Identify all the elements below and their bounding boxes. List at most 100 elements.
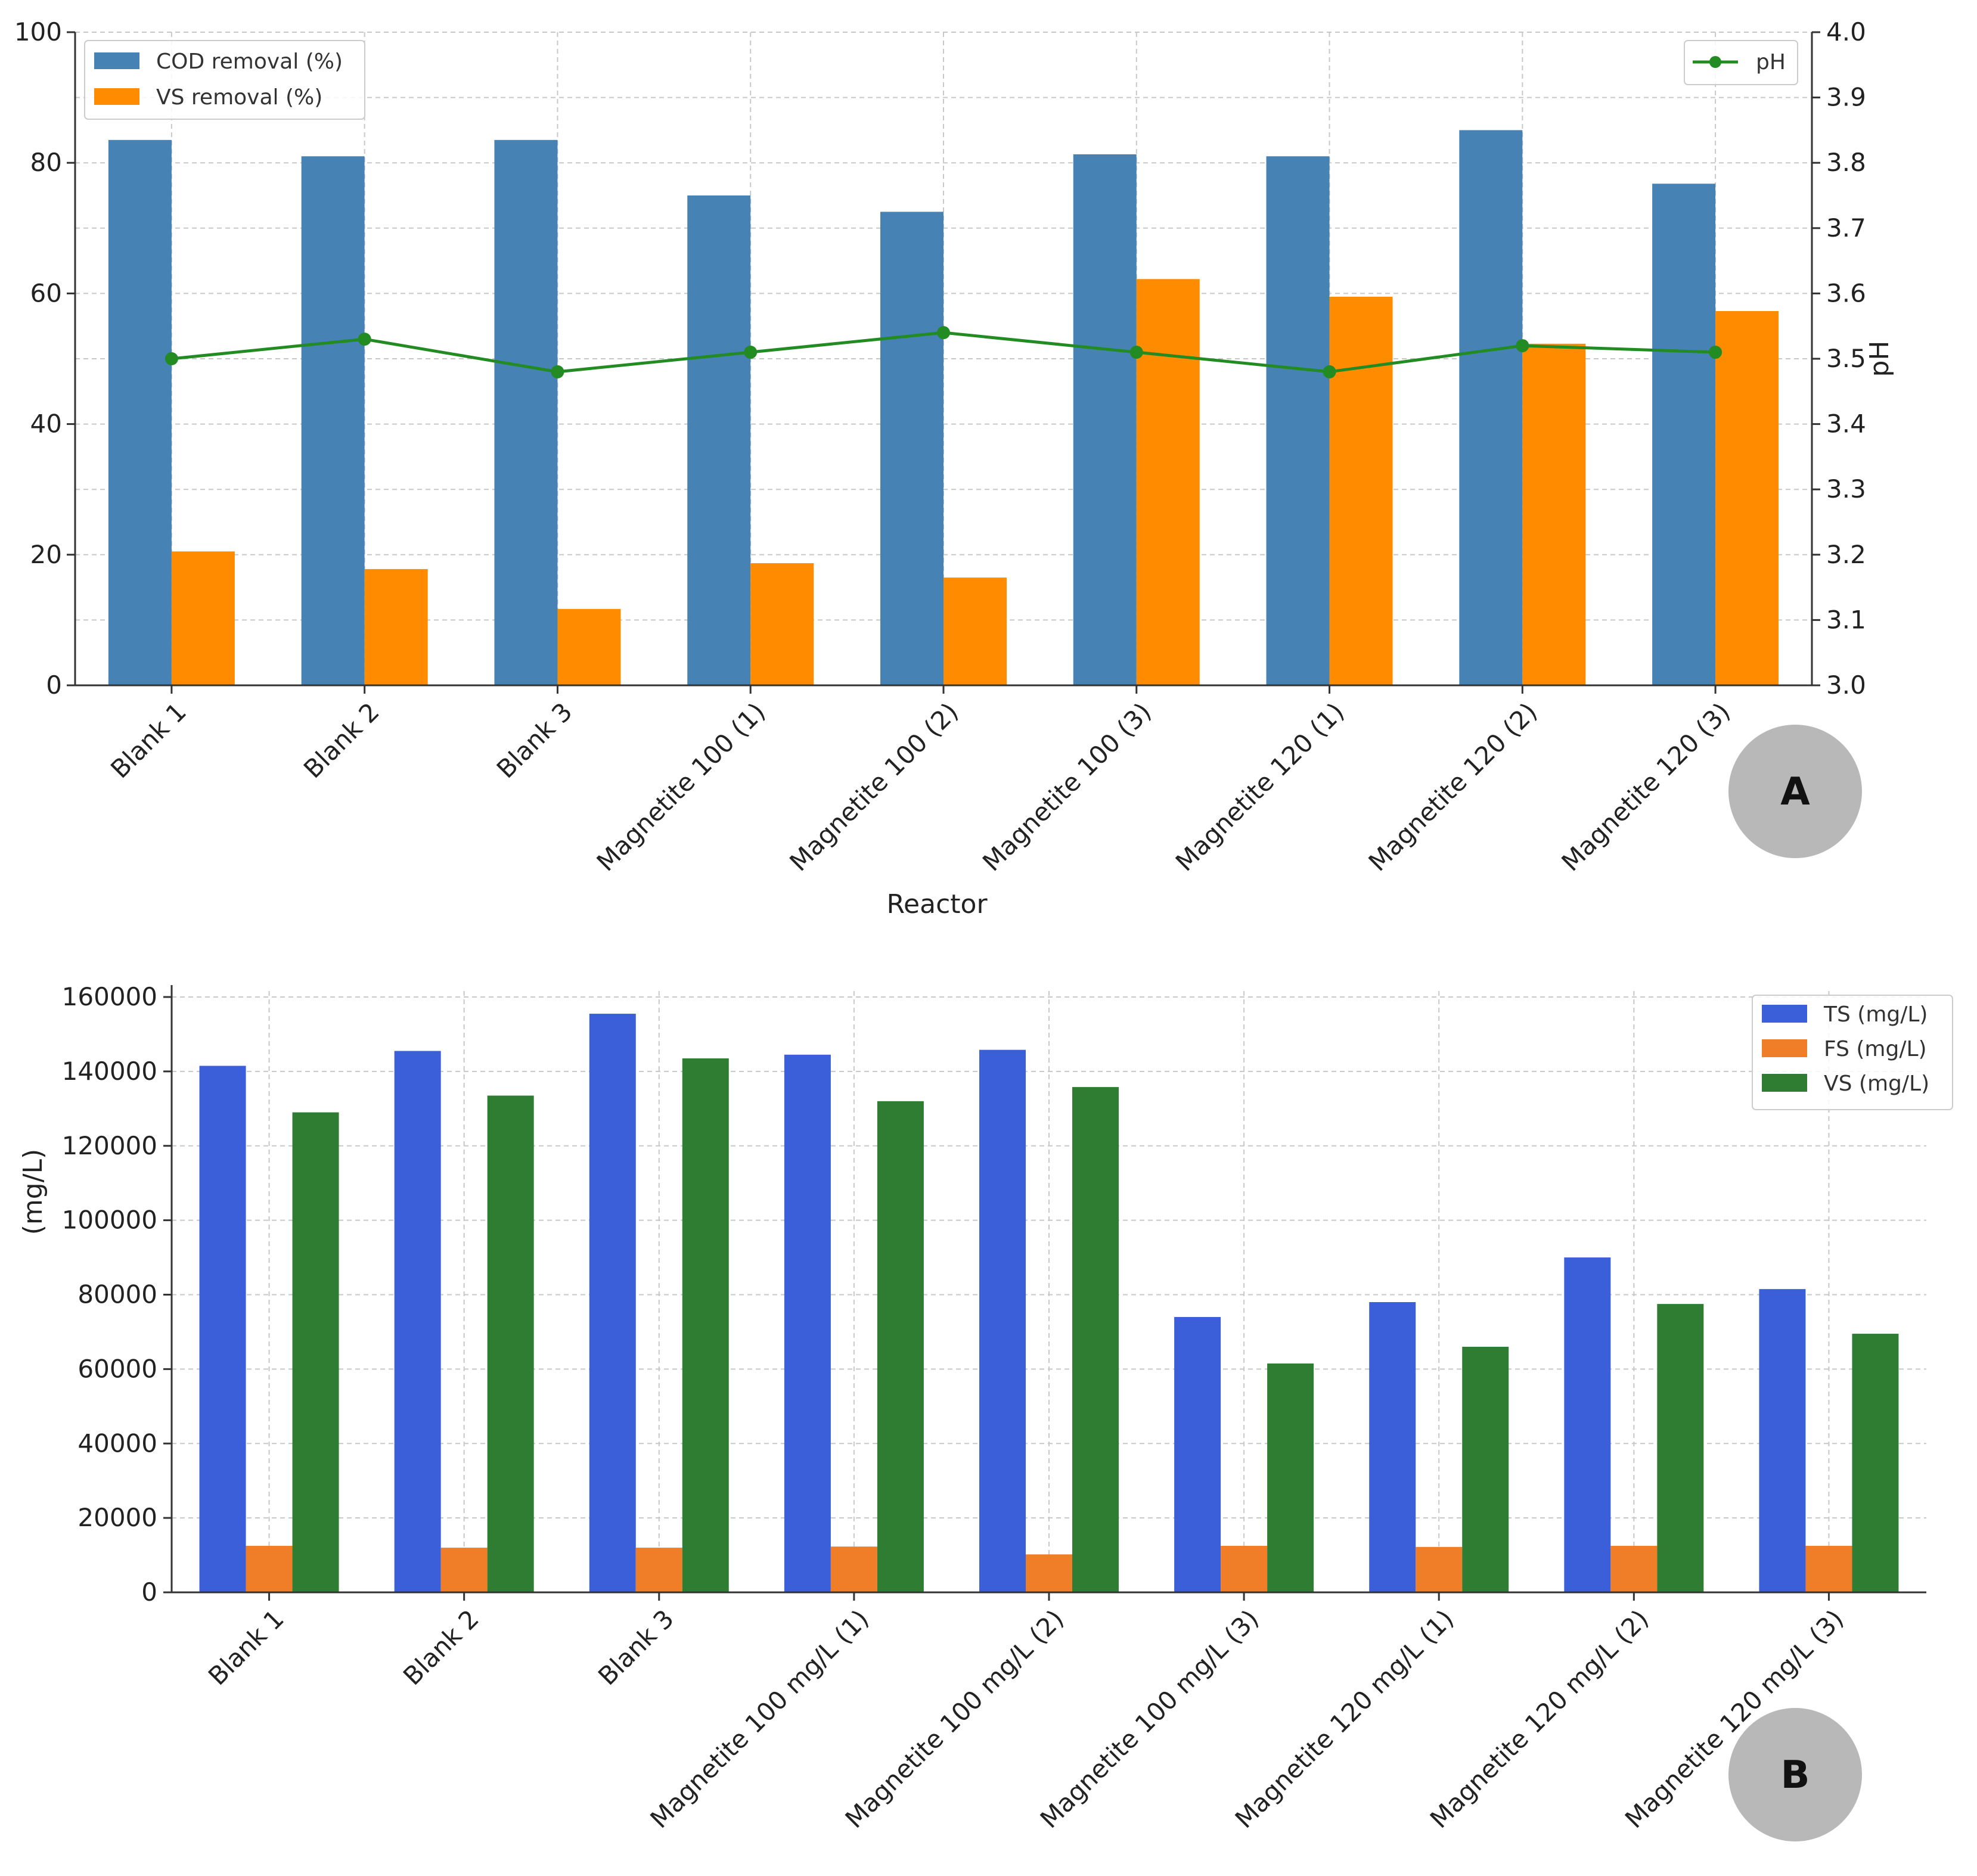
panel-a-ph-line xyxy=(165,326,1722,378)
panel-a-legend-line-box xyxy=(1684,40,1798,85)
panel-a-x-ticks: Blank 1 Blank 2 Blank 3 Magnetite 100 (1) Ma… xyxy=(105,685,1736,877)
bar-vs-removal-magnetite-120-3 xyxy=(1715,310,1779,685)
bar-vs-mg-l-magnetite-100-mg-l-2 xyxy=(1072,1087,1119,1592)
panel-a-legend-line: pH xyxy=(1684,40,1798,85)
ph-point-magnetite-100-1 xyxy=(744,346,758,359)
panel-a-rtick-label-3-4: 3.4 xyxy=(1826,409,1866,439)
bar-vs-removal-magnetite-100-3 xyxy=(1136,279,1200,686)
bar-vs-mg-l-magnetite-120-mg-l-3 xyxy=(1852,1334,1899,1592)
bar-ts-mg-l-magnetite-100-mg-l-2 xyxy=(979,1049,1026,1592)
bar-vs-mg-l-magnetite-120-mg-l-2 xyxy=(1657,1304,1704,1592)
bar-ts-mg-l-magnetite-100-mg-l-3 xyxy=(1174,1316,1221,1592)
panel-a-legend-bars: COD removal (%) VS removal (%) xyxy=(84,40,365,120)
panel-b-xtick-label-blank-1: Blank 1 xyxy=(203,1604,290,1691)
ph-point-blank-2 xyxy=(358,333,371,346)
bar-cod-removal-magnetite-100-2 xyxy=(880,212,944,685)
bar-vs-removal-blank-1 xyxy=(171,551,235,685)
legend-label-ph: pH xyxy=(1756,50,1786,74)
legend-label-vs-removal: VS removal (%) xyxy=(156,85,322,110)
panel-b-ytick-label-40000: 40000 xyxy=(77,1428,157,1458)
bar-vs-removal-blank-2 xyxy=(364,569,428,685)
panel-a-xtick-label-magnetite-100-2: Magnetite 100 (2) xyxy=(784,697,964,877)
panel-a-left-ticks: 0 20 40 60 80 100 xyxy=(14,17,75,700)
panel-a-chart: 0 20 40 60 80 100 3.0 3.1 3.2 3.3 3.4 3.5 3.6 3.7 3.8… xyxy=(14,17,1895,920)
panel-a-xtick-label-blank-1: Blank 1 xyxy=(105,697,192,784)
panel-a-ytick-label-20: 20 xyxy=(30,540,62,569)
panel-b-legend: TS (mg/L) FS (mg/L) VS (mg/L) xyxy=(1752,995,1953,1110)
bar-vs-removal-magnetite-100-1 xyxy=(750,563,814,685)
bar-vs-mg-l-magnetite-100-mg-l-1 xyxy=(877,1101,924,1592)
legend-swatch-cod xyxy=(94,52,139,69)
bar-fs-mg-l-magnetite-120-mg-l-3 xyxy=(1805,1545,1852,1592)
panel-a-rtick-label-3-8: 3.8 xyxy=(1826,148,1866,177)
panel-b-xtick-label-magnetite-100-mg-l-1: Magnetite 100 mg/L (1) xyxy=(644,1604,874,1834)
panel-b-ytick-label-0: 0 xyxy=(141,1577,157,1607)
panel-a-xtick-label-magnetite-100-3: Magnetite 100 (3) xyxy=(977,697,1157,877)
panel-a-xtick-label-magnetite-100-1: Magnetite 100 (1) xyxy=(591,697,771,877)
legend-label-cod: COD removal (%) xyxy=(156,49,343,74)
panel-b-xtick-label-blank-2: Blank 2 xyxy=(398,1604,485,1691)
panel-b-xtick-label-blank-3: Blank 3 xyxy=(592,1604,679,1691)
ph-point-blank-3 xyxy=(551,365,564,378)
panel-b-chart: 0 20000 40000 60000 80000 100000 120000 140000 1… xyxy=(18,982,1953,1841)
panel-b-ytick-label-20000: 20000 xyxy=(77,1503,157,1532)
panel-a-xtick-label-magnetite-120-1: Magnetite 120 (1) xyxy=(1170,697,1350,877)
bar-vs-mg-l-magnetite-120-mg-l-1 xyxy=(1462,1346,1509,1592)
bar-fs-mg-l-magnetite-100-mg-l-3 xyxy=(1221,1545,1268,1592)
bar-ts-mg-l-blank-3 xyxy=(589,1014,636,1592)
ph-point-magnetite-100-3 xyxy=(1129,346,1143,359)
panel-b-xtick-label-magnetite-100-mg-l-2: Magnetite 100 mg/L (2) xyxy=(840,1604,1070,1834)
bar-cod-removal-magnetite-120-3 xyxy=(1652,184,1716,686)
bar-cod-removal-blank-2 xyxy=(301,156,365,685)
bar-fs-mg-l-magnetite-100-mg-l-2 xyxy=(1026,1554,1072,1592)
panel-b-label: B xyxy=(1781,1753,1810,1797)
panel-b-ytick-label-80000: 80000 xyxy=(77,1280,157,1309)
panel-a-label: A xyxy=(1780,770,1810,814)
panel-a-rtick-label-3-2: 3.2 xyxy=(1826,540,1866,569)
legend-swatch-ts xyxy=(1762,1005,1807,1023)
panel-a-ytick-label-60: 60 xyxy=(30,278,62,308)
panel-b-ytick-label-160000: 160000 xyxy=(62,982,157,1011)
panel-a-ytick-label-80: 80 xyxy=(30,148,62,177)
bar-vs-mg-l-blank-3 xyxy=(682,1058,729,1592)
panel-b-ytick-label-100000: 100000 xyxy=(62,1206,157,1235)
panel-a-xtick-label-magnetite-120-3: Magnetite 120 (3) xyxy=(1556,697,1736,877)
panel-b-y-axis-title: (mg/L) xyxy=(18,1149,48,1235)
panel-b-xtick-label-magnetite-120-mg-l-2: Magnetite 120 mg/L (2) xyxy=(1424,1604,1655,1834)
ph-point-magnetite-120-1 xyxy=(1323,365,1336,378)
bar-vs-mg-l-blank-2 xyxy=(487,1095,534,1592)
panel-a-rtick-label-3-5: 3.5 xyxy=(1826,344,1866,373)
panel-b-ytick-label-120000: 120000 xyxy=(62,1131,157,1160)
panel-b-ytick-label-140000: 140000 xyxy=(62,1057,157,1086)
panel-a-xtick-label-blank-2: Blank 2 xyxy=(298,697,385,784)
legend-swatch-fs xyxy=(1762,1039,1807,1057)
ph-point-magnetite-120-3 xyxy=(1709,346,1722,359)
bar-cod-removal-magnetite-120-1 xyxy=(1266,156,1330,685)
ph-point-magnetite-100-2 xyxy=(937,326,950,340)
panel-b-ytick-label-60000: 60000 xyxy=(77,1354,157,1383)
legend-swatch-vs-removal xyxy=(94,88,139,105)
panel-b-xtick-label-magnetite-100-mg-l-3: Magnetite 100 mg/L (3) xyxy=(1035,1604,1265,1834)
panel-a-right-ticks: 3.0 3.1 3.2 3.3 3.4 3.5 3.6 3.7 3.8 3.9 4.0 xyxy=(1812,17,1866,700)
panel-b-xtick-label-magnetite-120-mg-l-1: Magnetite 120 mg/L (1) xyxy=(1230,1604,1460,1834)
panel-a-ytick-label-100: 100 xyxy=(14,17,62,46)
panel-a-x-axis-title: Reactor xyxy=(886,889,988,920)
panel-a-rtick-label-3-1: 3.1 xyxy=(1826,605,1866,634)
panel-a-rtick-label-3-9: 3.9 xyxy=(1826,83,1866,112)
panel-a-rtick-label-3-7: 3.7 xyxy=(1826,213,1866,243)
bar-vs-mg-l-blank-1 xyxy=(292,1112,339,1592)
legend-marker-ph xyxy=(1709,56,1721,68)
panel-a-rtick-label-3-0: 3.0 xyxy=(1826,670,1866,700)
panel-a-xtick-label-blank-3: Blank 3 xyxy=(491,697,578,784)
panel-a-rtick-label-3-3: 3.3 xyxy=(1826,474,1866,504)
panel-a-label-badge xyxy=(1728,725,1862,858)
panel-b-label-badge xyxy=(1728,1708,1862,1841)
bar-vs-removal-magnetite-120-2 xyxy=(1522,343,1586,685)
bar-cod-removal-magnetite-100-3 xyxy=(1073,154,1137,685)
bar-ts-mg-l-blank-1 xyxy=(199,1066,246,1592)
panel-b-y-ticks: 0 20000 40000 60000 80000 100000 120000 140000 1… xyxy=(62,982,172,1607)
bar-vs-mg-l-magnetite-100-mg-l-3 xyxy=(1267,1363,1314,1592)
bar-ts-mg-l-magnetite-100-mg-l-1 xyxy=(784,1054,831,1592)
